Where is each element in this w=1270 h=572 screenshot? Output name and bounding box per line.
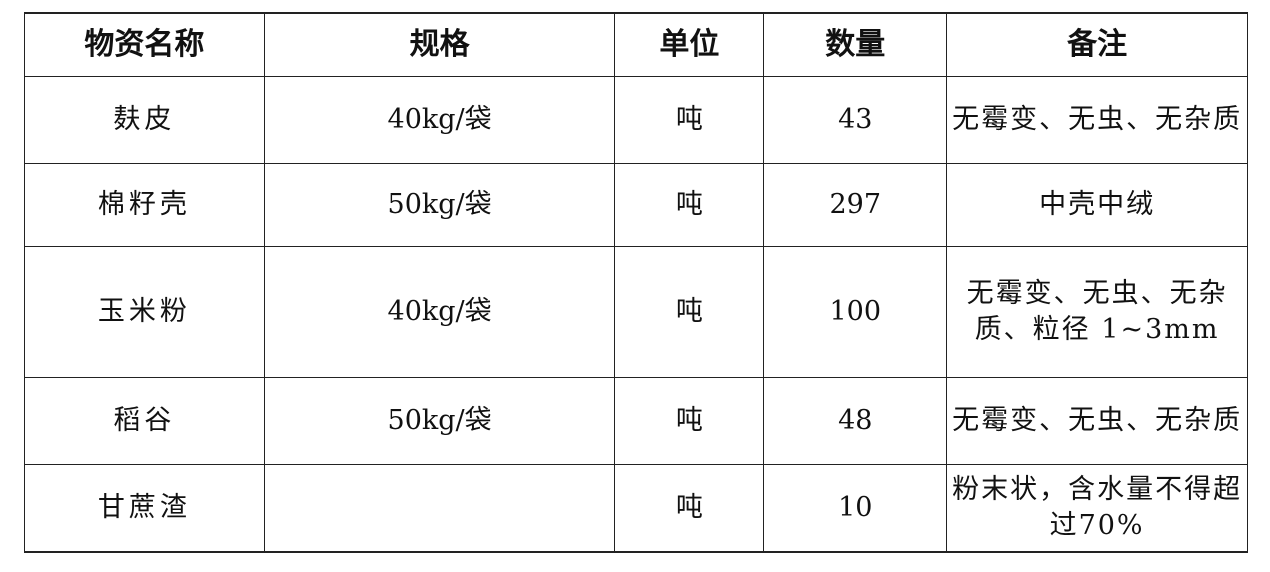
cell-quantity: 297 <box>763 163 948 247</box>
cell-name: 棉籽壳 <box>24 163 265 247</box>
cell-spec: 40kg/袋 <box>263 246 616 378</box>
cell-unit: 吨 <box>614 377 765 465</box>
header-remark: 备注 <box>946 12 1248 77</box>
cell-quantity: 10 <box>763 464 948 553</box>
cell-unit: 吨 <box>614 76 765 164</box>
cell-remark: 无霉变、无虫、无杂质 <box>946 377 1248 465</box>
cell-remark: 无霉变、无虫、无杂质 <box>946 76 1248 164</box>
header-spec: 规格 <box>263 12 616 77</box>
cell-name: 麸皮 <box>24 76 265 164</box>
table-row: 棉籽壳 50kg/袋吨 297 中壳中绒 <box>24 163 1248 247</box>
cell-unit: 吨 <box>614 163 765 247</box>
cell-remark: 无霉变、无虫、无杂质、粒径 1~3mm <box>946 246 1248 378</box>
table-row: 甘蔗渣 吨 10 粉末状，含水量不得超过70% <box>24 464 1248 553</box>
materials-table: 物资名称 规格 单位 数量 备注 麸皮 40kg/袋吨 43 无霉变、无虫、无杂质 棉籽… <box>24 12 1248 553</box>
cell-remark: 中壳中绒 <box>946 163 1248 247</box>
cell-spec <box>263 464 616 553</box>
cell-quantity: 48 <box>763 377 948 465</box>
table-row: 麸皮 40kg/袋吨 43 无霉变、无虫、无杂质 <box>24 76 1248 164</box>
header-row: 物资名称 规格 单位 数量 备注 <box>24 12 1248 77</box>
cell-quantity: 100 <box>763 246 948 378</box>
cell-unit: 吨 <box>614 464 765 553</box>
cell-remark: 粉末状，含水量不得超过70% <box>946 464 1248 553</box>
cell-spec: 50kg/袋 <box>263 377 616 465</box>
cell-quantity: 43 <box>763 76 948 164</box>
cell-name: 稻谷 <box>24 377 265 465</box>
table-row: 稻谷 50kg/袋吨 48 无霉变、无虫、无杂质 <box>24 377 1248 465</box>
cell-name: 甘蔗渣 <box>24 464 265 553</box>
cell-unit: 吨 <box>614 246 765 378</box>
table-row: 玉米粉 40kg/袋吨 100 无霉变、无虫、无杂质、粒径 1~3mm <box>24 246 1248 378</box>
header-quantity: 数量 <box>763 12 948 77</box>
header-name: 物资名称 <box>24 12 265 77</box>
cell-name: 玉米粉 <box>24 246 265 378</box>
cell-spec: 40kg/袋 <box>263 76 616 164</box>
cell-spec: 50kg/袋 <box>263 163 616 247</box>
header-unit: 单位 <box>614 12 765 77</box>
